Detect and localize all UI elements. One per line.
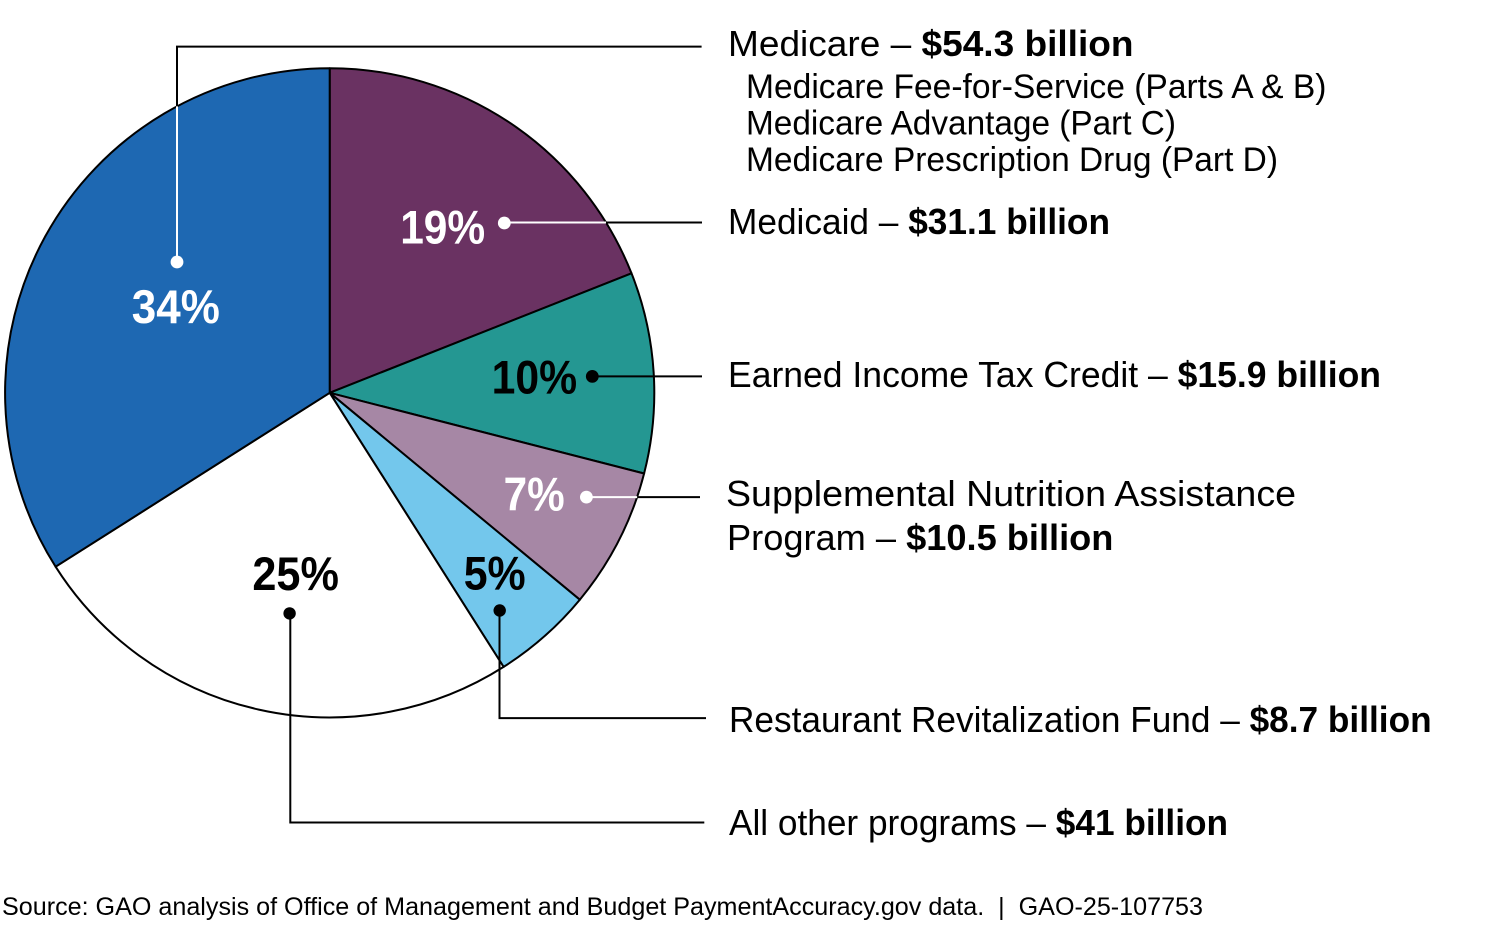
svg-text:Program –: Program – [727, 517, 906, 558]
svg-text:5%: 5% [464, 548, 526, 601]
svg-text:19%: 19% [400, 202, 485, 255]
svg-text:7%: 7% [504, 469, 565, 522]
svg-text:Earned Income Tax Credit –: Earned Income Tax Credit – [728, 354, 1178, 395]
svg-text:$31.1 billion: $31.1 billion [908, 201, 1110, 242]
svg-text:Medicare Fee-for-Service (Part: Medicare Fee-for-Service (Parts A & B) [746, 68, 1327, 106]
svg-text:$10.5 billion: $10.5 billion [906, 517, 1113, 558]
svg-text:Medicaid –: Medicaid – [728, 201, 908, 242]
svg-text:$41 billion: $41 billion [1056, 802, 1228, 843]
svg-text:$8.7 billion: $8.7 billion [1250, 699, 1432, 740]
svg-text:Source: GAO analysis of Office: Source: GAO analysis of Office of Manage… [2, 893, 1203, 921]
svg-text:Medicare –: Medicare – [728, 23, 922, 64]
svg-text:10%: 10% [492, 352, 577, 405]
svg-text:All other programs –: All other programs – [729, 802, 1056, 843]
svg-text:Medicare Prescription Drug (Pa: Medicare Prescription Drug (Part D) [746, 141, 1278, 179]
svg-text:Medicare Advantage (Part C): Medicare Advantage (Part C) [746, 105, 1176, 143]
svg-text:Restaurant Revitalization Fund: Restaurant Revitalization Fund – [729, 699, 1250, 740]
svg-text:$54.3 billion: $54.3 billion [922, 23, 1134, 64]
svg-text:$15.9 billion: $15.9 billion [1178, 354, 1381, 395]
svg-text:34%: 34% [132, 281, 220, 334]
svg-text:Supplemental Nutrition Assista: Supplemental Nutrition Assistance [726, 473, 1296, 514]
svg-text:25%: 25% [252, 548, 339, 601]
